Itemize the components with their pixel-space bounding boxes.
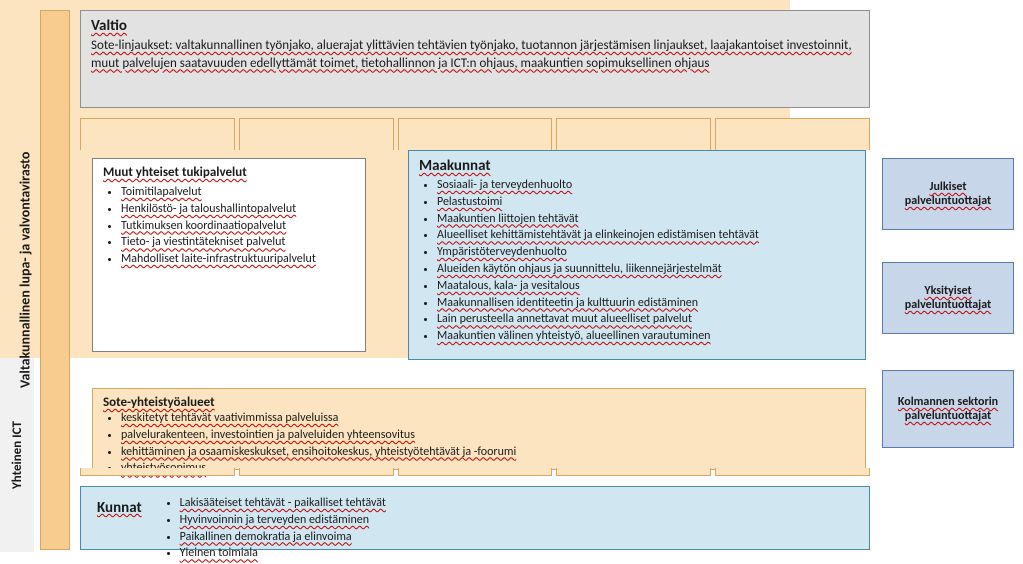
list-item: kehittäminen ja osaamiskeskukset, ensiho… — [121, 444, 855, 461]
list-item: Paikallinen demokratia ja elinvoima — [180, 529, 386, 546]
ict-label: Yhteinen ICT — [10, 421, 25, 489]
list-item: Hyvinvoinnin ja terveyden edistäminen — [180, 512, 386, 529]
kunnat-title: Kunnat — [91, 493, 162, 543]
kunnat-list: Lakisääteiset tehtävät - paikalliset teh… — [162, 495, 386, 543]
list-item: Henkilöstö- ja taloushallintopalvelut — [121, 201, 355, 218]
list-item: Lakisääteiset tehtävät - paikalliset teh… — [180, 495, 386, 512]
tukipalvelut-list: Toimitilapalvelut Henkilöstö- ja taloush… — [103, 184, 355, 268]
list-item: Mahdolliset laite-infrastruktuuripalvelu… — [121, 251, 355, 268]
diagram-root: Valtakunnallinen lupa- ja valvontavirast… — [0, 0, 1023, 564]
orange-tabs-bottom — [80, 468, 870, 476]
maakunnat-title: Maakunnat — [419, 157, 855, 175]
right-box-kolmas: Kolmannen sektorin palveluntuottajat — [882, 370, 1014, 448]
list-item: Toimitilapalvelut — [121, 184, 355, 201]
valtio-title: Valtio — [91, 17, 859, 35]
list-item: Maatalous, kala- ja vesitalous — [437, 278, 855, 295]
sote-title: Sote-yhteistyöalueet — [103, 395, 855, 410]
left-vertical-bar — [40, 10, 70, 550]
maakunnat-list: Sosiaali- ja terveydenhuolto Pelastustoi… — [419, 177, 855, 345]
tukipalvelut-box: Muut yhteiset tukipalvelut Toimitilapalv… — [92, 158, 366, 352]
orange-tabs-top — [80, 118, 870, 150]
list-item: Yleinen toimiala — [180, 545, 386, 562]
list-item: Maakunnallisen identiteetin ja kulttuuri… — [437, 295, 855, 312]
sote-box: Sote-yhteistyöalueet keskitetyt tehtävät… — [92, 388, 866, 470]
list-item: Lain perusteella annettavat muut alueell… — [437, 311, 855, 328]
tukipalvelut-title: Muut yhteiset tukipalvelut — [103, 165, 355, 180]
right-box-yksityiset: Yksityiset palveluntuottajat — [882, 262, 1014, 334]
list-item: palvelurakenteen, investointien ja palve… — [121, 427, 855, 444]
list-item: Maakuntien liittojen tehtävät — [437, 211, 855, 228]
list-item: Sosiaali- ja terveydenhuolto — [437, 177, 855, 194]
list-item: Maakuntien välinen yhteistyö, alueelline… — [437, 328, 855, 345]
kunnat-box: Kunnat Lakisääteiset tehtävät - paikalli… — [80, 486, 870, 550]
right-box-julkiset: Julkiset palveluntuottajat — [882, 158, 1014, 230]
valtio-body: Sote-linjaukset: valtakunnallinen työnja… — [91, 37, 859, 72]
list-item: Alueiden käytön ohjaus ja suunnittelu, l… — [437, 261, 855, 278]
list-item: Alueelliset kehittämistehtävät ja elinke… — [437, 227, 855, 244]
list-item: Ympäristöterveydenhuolto — [437, 244, 855, 261]
valtio-box: Valtio Sote-linjaukset: valtakunnallinen… — [80, 10, 870, 108]
list-item: Tutkimuksen koordinaatiopalvelut — [121, 218, 355, 235]
list-item: Pelastustoimi — [437, 194, 855, 211]
list-item: keskitetyt tehtävät vaativimmissa palvel… — [121, 410, 855, 427]
maakunnat-box: Maakunnat Sosiaali- ja terveydenhuolto P… — [408, 150, 866, 360]
list-item: Tieto- ja viestintätekniset palvelut — [121, 234, 355, 251]
